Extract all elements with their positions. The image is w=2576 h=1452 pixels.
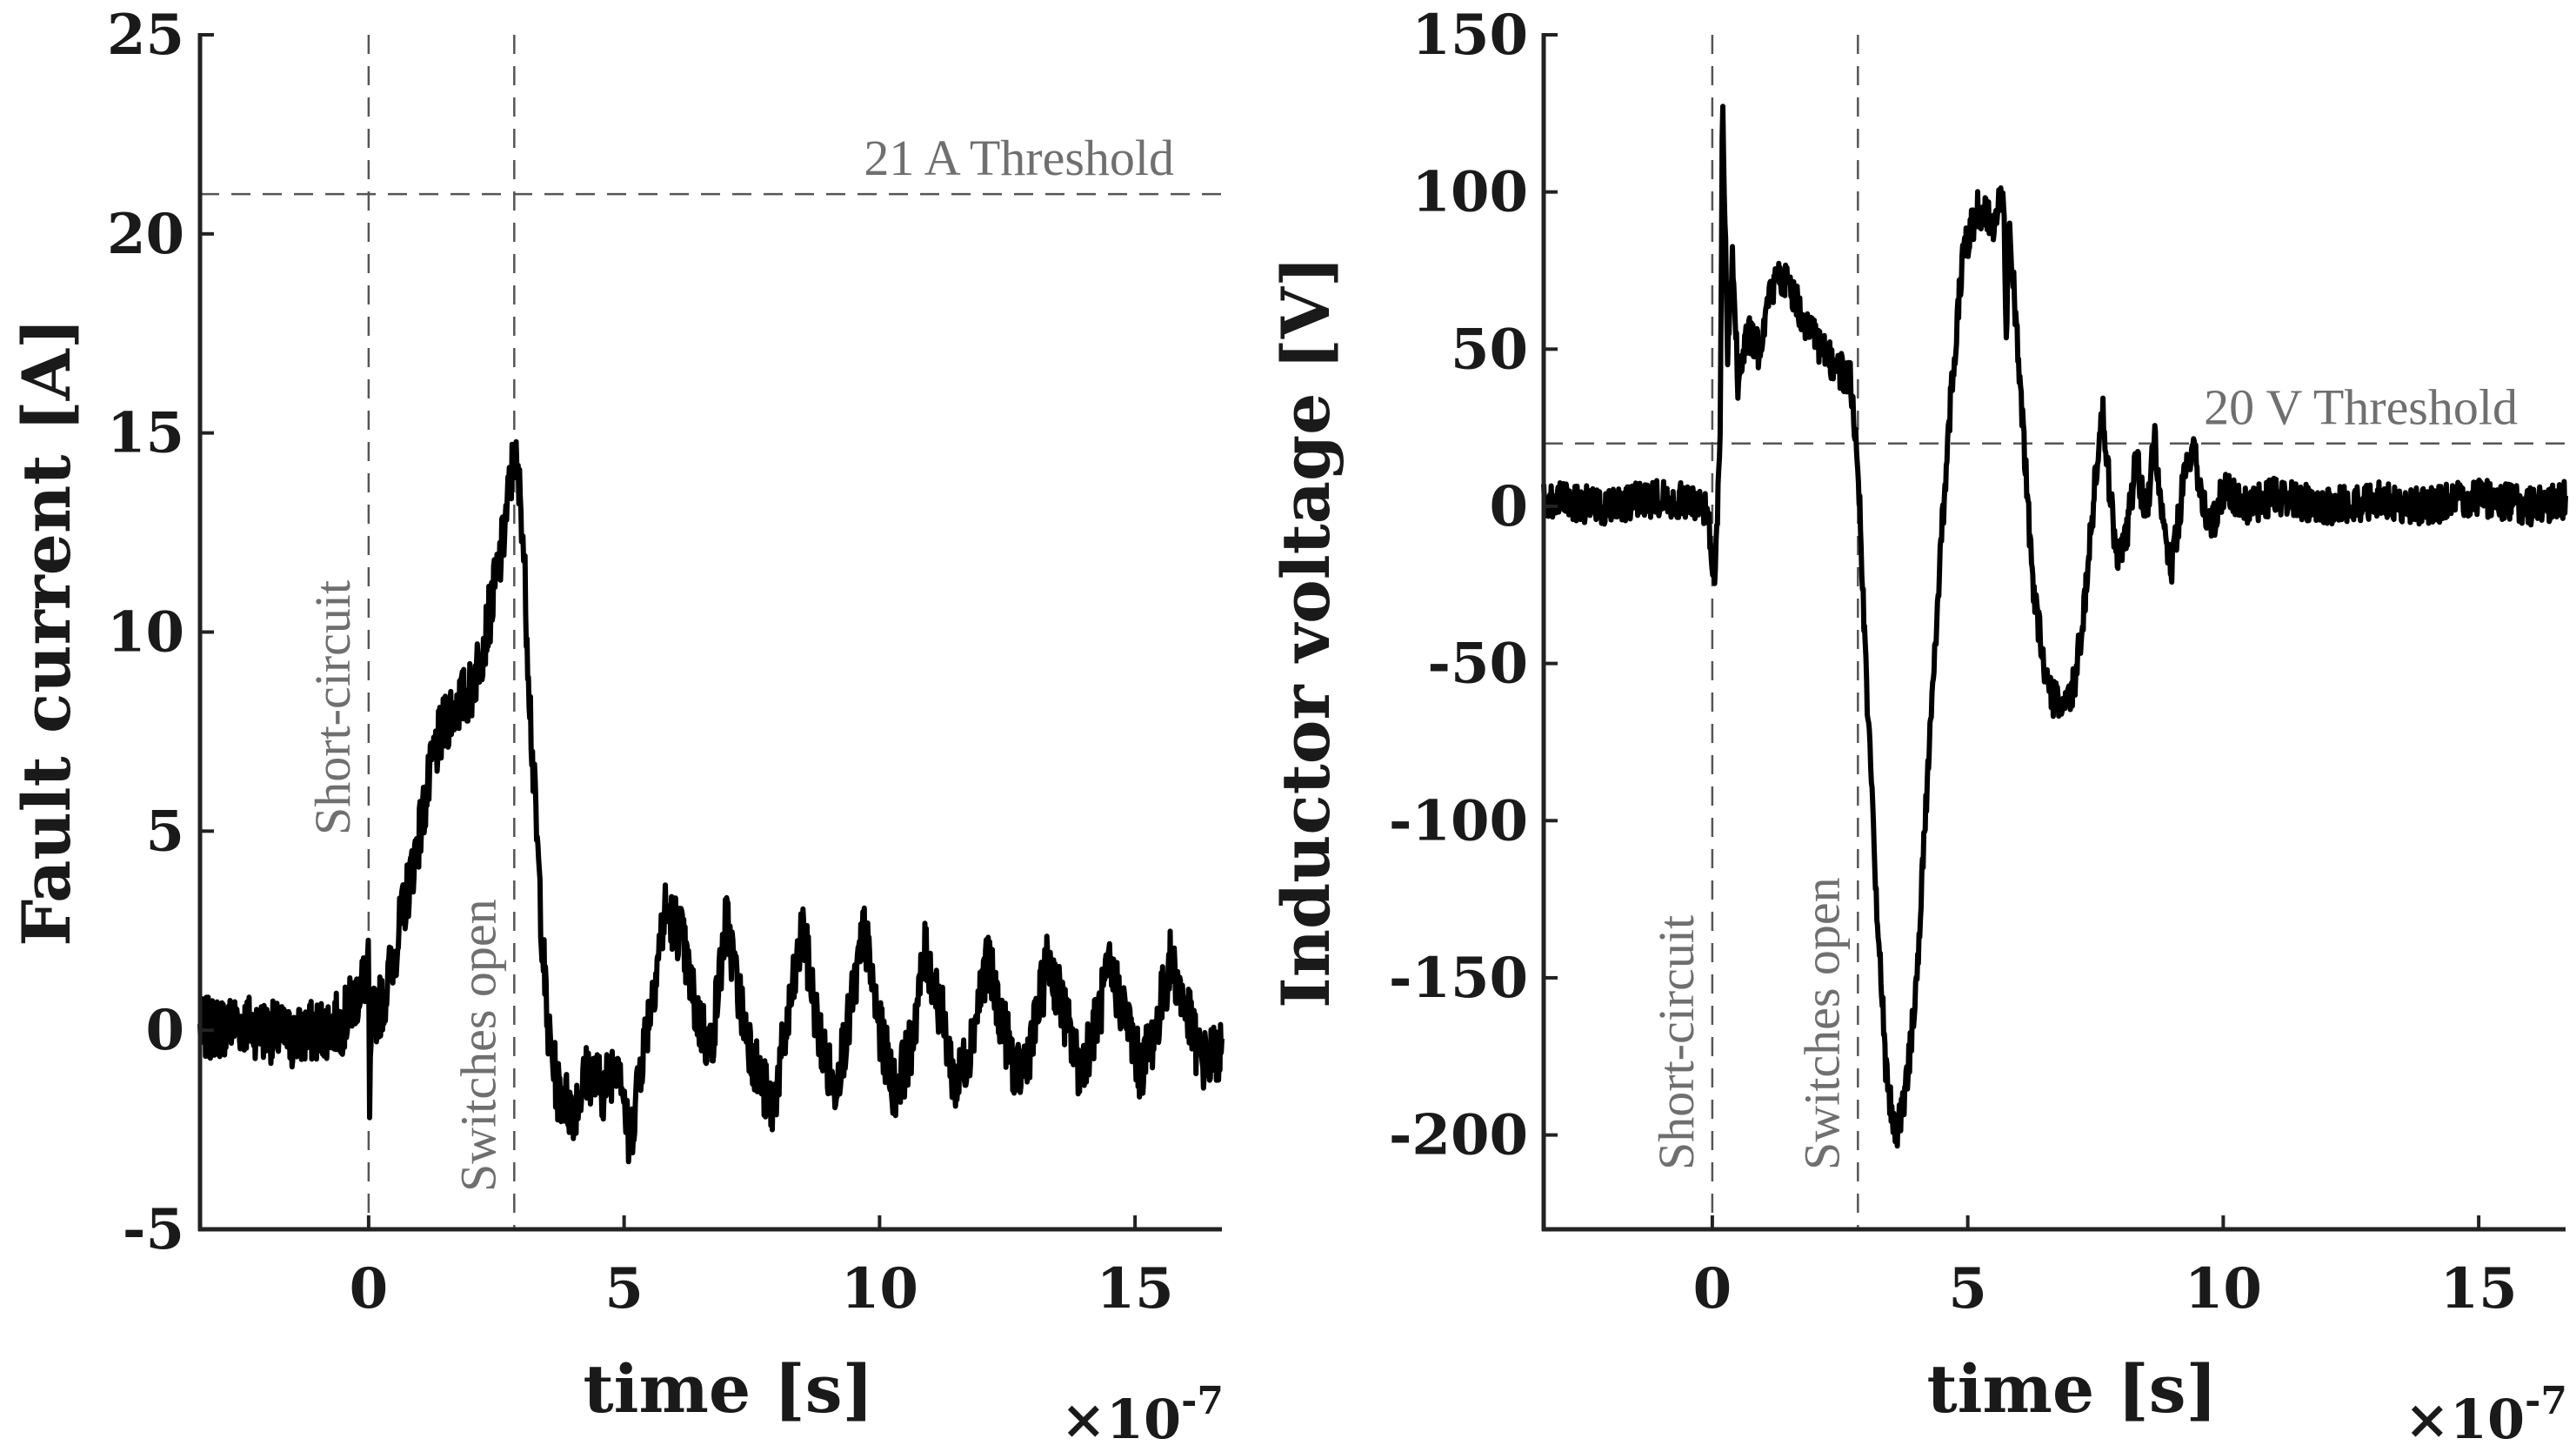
- y-tick-label: 0: [1489, 474, 1528, 539]
- x-axis-multiplier: ×10-7: [1061, 1379, 1224, 1451]
- threshold-lines: 21 A Threshold: [200, 130, 1222, 196]
- y-tick-label: 25: [107, 3, 184, 68]
- x-tick-label: 0: [1693, 1256, 1732, 1322]
- event-markers: Short-circuit Switches open: [304, 35, 516, 1229]
- marker-label-short-circuit: Short-circuit: [1648, 915, 1705, 1170]
- x-multiplier-exponent: -7: [2525, 1379, 2567, 1423]
- y-axis-label: Inductor voltage [V]: [1267, 256, 1345, 1008]
- y-ticks: -200 -150 -100 -50 0 50 100 150: [1389, 3, 1558, 1168]
- marker-label-switches-open: Switches open: [1793, 877, 1850, 1170]
- threshold-lines: 20 V Threshold: [1544, 379, 2566, 445]
- y-tick-label: 20: [107, 202, 184, 267]
- y-tick-label: -100: [1389, 788, 1528, 853]
- x-multiplier-exponent: -7: [1181, 1379, 1224, 1423]
- y-tick-label: 0: [145, 998, 184, 1063]
- x-tick-label: 15: [1097, 1256, 1174, 1322]
- x-axis-multiplier: ×10-7: [2405, 1379, 2567, 1451]
- series-line-fault-current: [197, 438, 1225, 1165]
- x-ticks: 0 5 10 15: [1693, 1215, 2518, 1322]
- series-line-inductor-voltage: [1541, 104, 2568, 1149]
- x-multiplier-base: ×10: [1061, 1388, 1181, 1451]
- y-tick-label: 50: [1451, 317, 1528, 382]
- marker-label-short-circuit: Short-circuit: [304, 580, 361, 835]
- y-tick-label: 5: [145, 799, 184, 864]
- threshold-label-20V: 20 V Threshold: [2204, 379, 2518, 436]
- y-tick-label: -5: [123, 1197, 184, 1262]
- x-axis-label: time [s]: [1927, 1350, 2218, 1428]
- threshold-label-21A: 21 A Threshold: [864, 130, 1174, 186]
- x-axis-label: time [s]: [584, 1350, 874, 1428]
- event-markers: Short-circuit Switches open: [1648, 35, 1859, 1229]
- x-tick-label: 10: [2185, 1256, 2262, 1322]
- x-tick-label: 0: [350, 1256, 389, 1322]
- x-tick-label: 5: [1948, 1256, 1987, 1322]
- y-tick-label: -150: [1389, 946, 1528, 1011]
- x-tick-label: 5: [604, 1256, 644, 1322]
- x-multiplier-base: ×10: [2405, 1388, 2525, 1451]
- y-ticks: -5 0 5 10 15 20 25: [107, 3, 214, 1262]
- y-tick-label: 15: [107, 401, 184, 466]
- y-tick-label: 100: [1411, 160, 1528, 225]
- y-tick-label: -200: [1389, 1103, 1528, 1168]
- y-axis-label: Fault current [A]: [8, 318, 85, 946]
- fault-current-plot: 21 A Threshold Short-circuit Switches op…: [8, 3, 1225, 1451]
- y-tick-label: -50: [1427, 632, 1528, 697]
- x-tick-label: 15: [2440, 1256, 2518, 1322]
- x-ticks: 0 5 10 15: [350, 1215, 1174, 1322]
- y-tick-label: 10: [107, 600, 184, 666]
- inductor-voltage-plot: 20 V Threshold Short-circuit Switches op…: [1267, 3, 2568, 1451]
- marker-label-switches-open: Switches open: [450, 899, 506, 1192]
- y-tick-label: 150: [1411, 3, 1528, 68]
- x-tick-label: 10: [841, 1256, 918, 1322]
